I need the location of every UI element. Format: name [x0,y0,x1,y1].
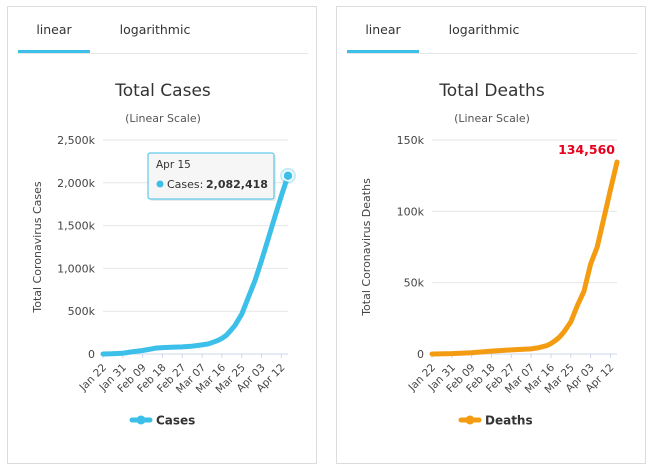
y-tick-label: 1,500k [57,220,95,233]
y-tick-label: 2,000k [57,177,95,190]
tab-linear[interactable]: linear [347,7,419,53]
cases-chart-panel: linear logarithmic Total Cases (Linear Sc… [7,6,317,464]
tab-logarithmic[interactable]: logarithmic [448,22,520,37]
chart-subtitle: (Linear Scale) [454,112,530,125]
cases-chart: Total Cases (Linear Scale) 0 500k 1,000k 1,50… [31,81,296,428]
chart-title: Total Cases [114,81,211,101]
y-tick-label: 100k [397,205,425,218]
y-axis-title: Total Coronavirus Deaths [360,178,373,317]
y-tick-label: 0 [88,348,95,361]
deaths-chart-panel: linear logarithmic Total Deaths (Linear S… [336,6,646,464]
y-tick-label: 50k [404,277,425,290]
tab-logarithmic[interactable]: logarithmic [119,22,191,37]
series-line-cases [100,173,291,357]
scale-tabs: linear logarithmic [347,7,637,54]
legend-marker [465,415,475,425]
tooltip-value: 2,082,418 [206,178,268,191]
tab-linear[interactable]: linear [18,7,90,53]
tooltip-series-label: Cases: [167,178,203,191]
hover-point [282,169,294,182]
y-tick-label: 500k [68,305,96,318]
legend-label: Cases [156,414,195,428]
chart-title: Total Deaths [438,81,545,101]
y-tick-label: 0 [417,348,424,361]
legend-marker [136,415,146,425]
tooltip-box [147,152,275,200]
last-value-label: 134,560 [558,142,615,157]
deaths-chart: Total Deaths (Linear Scale) 0 50k 100k 150k To… [360,81,620,428]
chart-subtitle: (Linear Scale) [125,112,201,125]
y-axis-title: Total Coronavirus Cases [31,181,44,314]
tooltip-series-dot [156,180,164,188]
y-tick-label: 1,000k [57,262,95,275]
tooltip-date: Apr 15 [156,159,191,171]
y-tick-label: 2,500k [57,134,95,147]
y-tick-label: 150k [397,134,425,147]
scale-tabs: linear logarithmic [18,7,308,54]
legend-label: Deaths [485,414,533,428]
series-line-deaths [429,159,620,357]
